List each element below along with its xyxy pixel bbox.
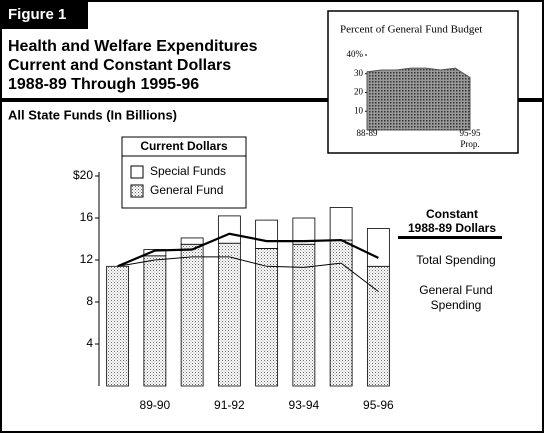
y-tick-label: 40% [347,49,364,59]
title-line: Current and Constant Dollars [8,57,231,74]
line-legend-title: 1988-89 Dollars [408,221,496,235]
line-legend-title: Constant [426,207,478,221]
legend-label: General Fund [150,183,223,197]
bar-segment [217,215,241,244]
x-tick-label: 89-90 [140,398,171,412]
y-tick-label: $20 [73,168,93,182]
legend-swatch [130,184,144,198]
y-tick-label: 4 [86,336,93,350]
line [117,232,379,268]
bar-segment [366,228,390,267]
x-tick-label: 95-96 [363,398,394,412]
legend-title: Current Dollars [140,139,228,153]
inset-title: Percent of General Fund Budget [340,24,482,36]
bar-segment [106,265,130,387]
title-line: 1988-89 Through 1995-96 [8,76,199,93]
bar-segment [217,242,241,387]
y-tick-label: 16 [80,210,94,224]
bar-segment [180,243,204,387]
bar-segment [180,237,204,245]
y-tick-label: 20 [354,87,364,97]
annotation: Prop. [460,139,479,149]
line-legend-rule [398,236,502,239]
bar-segment [366,265,390,387]
bar-segment [292,243,316,387]
y-tick-label: 30 [354,68,364,78]
x-tick-label: 95-95 [460,128,481,138]
bar-segment [329,207,353,241]
y-tick-label: 12 [80,252,94,266]
x-tick-label: 93-94 [289,398,320,412]
rule [0,98,544,102]
y-tick-label: 8 [86,294,93,308]
line [117,256,379,292]
figure-badge [0,0,88,29]
x-tick-label: 88-89 [357,128,378,138]
subtitle: All State Funds (In Billions) [8,107,177,122]
area [366,67,471,131]
bar-segment [255,219,279,249]
legend-label: General Fund Spending [419,283,492,312]
legend-label: Special Funds [150,164,226,178]
title-line: Health and Welfare Expenditures [8,38,258,55]
bar-segment [329,239,353,387]
x-tick-label: 91-92 [214,398,245,412]
legend-swatch [130,165,144,179]
figure-label: Figure 1 [8,6,66,23]
bar-segment [292,217,316,245]
bar-segment [143,255,167,387]
y-tick-label: 10 [354,105,364,115]
bar-segment [255,248,279,387]
legend-label: Total Spending [416,253,495,267]
